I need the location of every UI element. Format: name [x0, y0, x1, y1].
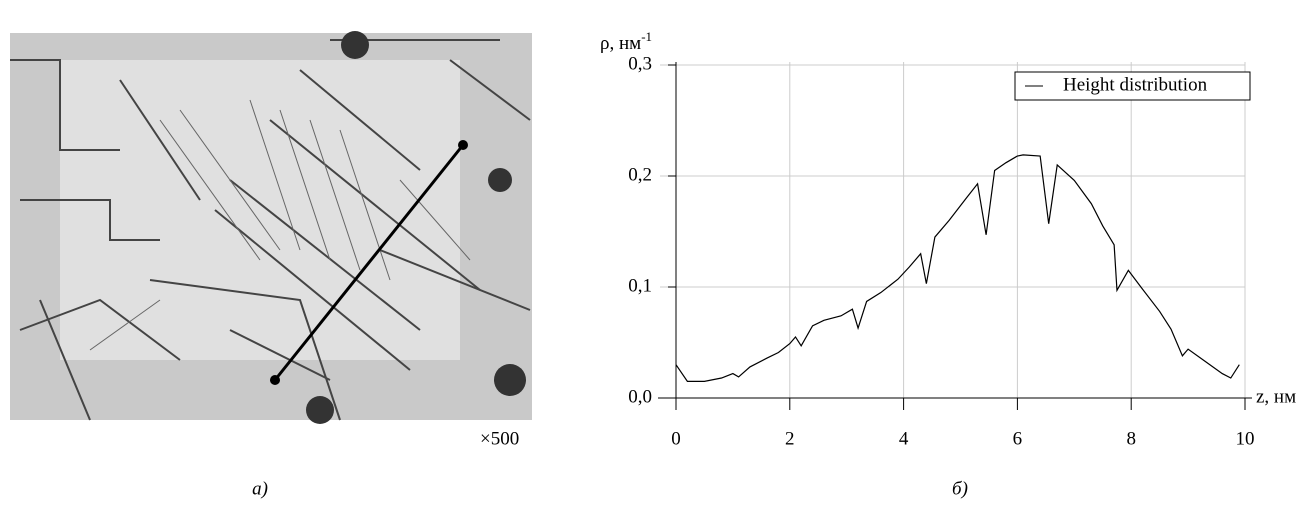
- y-axis-label: ρ, нм-1: [600, 29, 652, 54]
- x-tick-label: 8: [1126, 428, 1136, 449]
- y-tick-label: 0,0: [628, 386, 652, 407]
- micrograph: [10, 31, 532, 424]
- magnification: ×500: [480, 428, 519, 449]
- legend-box: [1014, 71, 1251, 101]
- legend-label: Height distribution: [1063, 74, 1208, 95]
- x-axis-label: z, нм: [1256, 386, 1296, 407]
- x-tick-label: 4: [899, 428, 909, 449]
- y-tick-label: 0,2: [628, 164, 652, 185]
- y-label: ρ, нм: [600, 33, 641, 54]
- line: [675, 154, 1240, 382]
- y-tick-label: 0,3: [628, 53, 652, 74]
- y-label-exponent: -1: [641, 29, 652, 44]
- x-tick-label: 10: [1236, 428, 1255, 449]
- x-tick-label: 6: [1013, 428, 1023, 449]
- x-tick-label: 0: [671, 428, 681, 449]
- caption: а): [252, 478, 268, 499]
- x-tick-label: 2: [785, 428, 795, 449]
- y-tick-label: 0,1: [628, 275, 652, 296]
- caption: б): [952, 478, 968, 499]
- plot: 0,0 0,1 0,2 0,3 0 2 4 6 8 10 Height distribution: [628, 53, 1254, 449]
